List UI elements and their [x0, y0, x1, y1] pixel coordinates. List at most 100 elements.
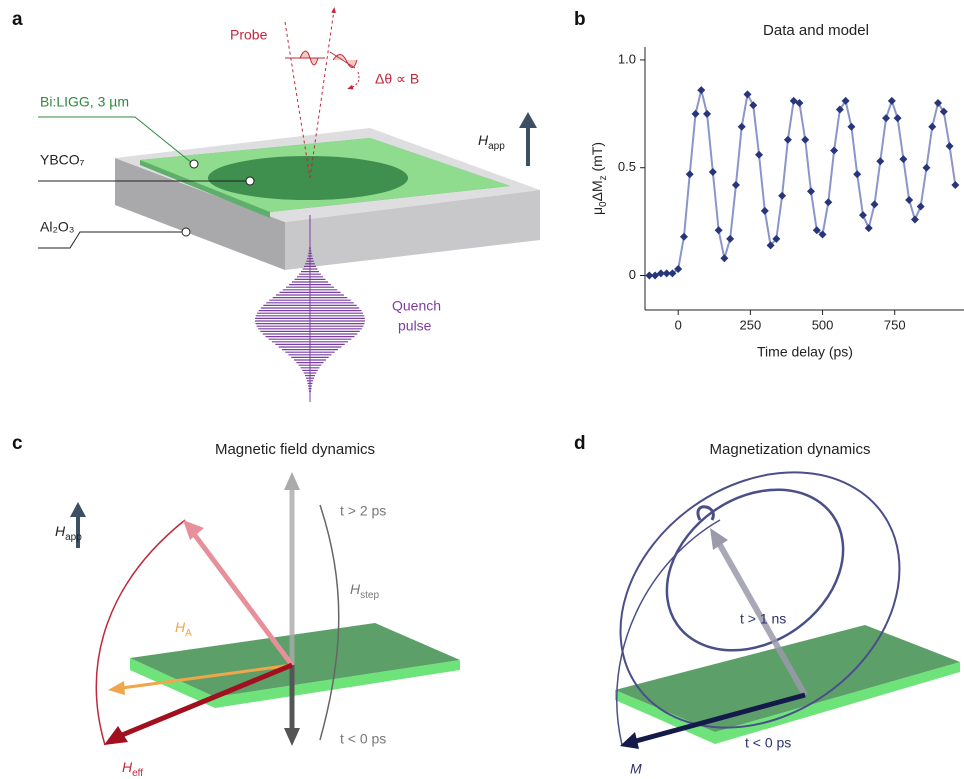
subscript: A	[185, 628, 192, 639]
data-point	[772, 234, 781, 243]
arrowhead	[183, 520, 204, 540]
data-point	[674, 265, 683, 274]
panel-label: c	[12, 433, 23, 454]
arrowhead	[620, 732, 639, 749]
x-tick-label: 0	[675, 317, 682, 332]
data-point	[818, 230, 827, 239]
data-point	[939, 107, 948, 116]
data-point	[783, 135, 792, 144]
probe-in	[284, 21, 311, 179]
panel-c: Magnetic field dynamics Happ t > 2 ps t …	[55, 441, 460, 779]
rotation-arrow	[347, 71, 360, 90]
data-point	[697, 86, 706, 95]
film	[130, 623, 460, 697]
leader-dot	[245, 176, 255, 186]
probe-out	[309, 7, 336, 179]
data-point	[720, 254, 729, 263]
superconductor-disc	[208, 156, 408, 200]
x-tick-label: 250	[740, 317, 762, 332]
subscript: app	[65, 532, 82, 543]
film	[615, 625, 960, 732]
symbol: H	[122, 759, 133, 775]
subscript: eff	[132, 768, 143, 779]
y-label-part: μ	[589, 207, 605, 215]
x-axis-label: Time delay (ps)	[757, 344, 853, 360]
y-tick-label: 1.0	[618, 51, 636, 66]
slab-side	[115, 158, 285, 270]
data-point	[835, 105, 844, 114]
data-point	[656, 269, 665, 278]
film-label: Bi:LIGG, 3 µm	[40, 94, 129, 110]
data-point	[910, 215, 919, 224]
data-point	[916, 202, 925, 211]
data-point	[749, 101, 758, 110]
y-label-part: (mT)	[589, 142, 605, 175]
model-line	[649, 89, 957, 277]
precession-trail	[616, 519, 721, 746]
late-magnetization-arrow	[717, 543, 808, 697]
data-point	[743, 90, 752, 99]
data-point	[778, 191, 787, 200]
panel-title: Magnetic field dynamics	[215, 441, 375, 458]
data-point	[726, 234, 735, 243]
data-point	[841, 96, 850, 105]
initial-magnetization-arrow	[635, 692, 806, 744]
data-point	[708, 168, 717, 177]
data-point	[928, 122, 937, 131]
data-point	[679, 232, 688, 241]
rotation-label: Δθ ∝ B	[375, 71, 419, 87]
slab-front	[285, 190, 540, 270]
anisotropy-arrow	[121, 663, 293, 690]
x-tick-label: 750	[884, 317, 906, 332]
data-point	[755, 150, 764, 159]
anisotropy-label: HA	[175, 619, 192, 639]
pulse-label: pulse	[398, 318, 432, 334]
probe-pulse-rotated	[329, 51, 358, 69]
data-point	[766, 241, 775, 250]
effective-field-arrow	[121, 662, 293, 738]
data-point	[934, 99, 943, 108]
subscript: app	[488, 141, 505, 152]
superconductor-label: YBCO₇	[40, 152, 85, 168]
y-tick-label: 0.5	[618, 159, 636, 174]
late-label: t > 1 ns	[740, 611, 786, 627]
data-point	[662, 269, 671, 278]
probe-pulse	[285, 50, 325, 66]
data-point	[864, 224, 873, 233]
data-point	[830, 146, 839, 155]
precession-orbit	[619, 471, 901, 729]
y-label-part: z	[598, 175, 609, 180]
data-point	[951, 180, 960, 189]
precession-spiral	[696, 505, 715, 521]
y-label-part: ΔM	[589, 180, 605, 201]
data-point	[685, 170, 694, 179]
data-point	[876, 157, 885, 166]
data-point	[795, 99, 804, 108]
data-point	[703, 109, 712, 118]
panel-d: Magnetization dynamics t > 1 ns t < 0 ps…	[615, 441, 960, 777]
effective-label: Heff	[122, 759, 143, 779]
data-point	[668, 269, 677, 278]
pulse-label: Quench	[392, 298, 441, 314]
probe-label: Probe	[230, 27, 268, 43]
x-tick-label: 500	[812, 317, 834, 332]
data-point	[731, 180, 740, 189]
chart-title: Data and model	[763, 22, 869, 39]
arrowhead	[284, 472, 300, 490]
arrowhead	[710, 528, 728, 550]
data-point	[760, 206, 769, 215]
panel-a: Probe Δθ ∝ B Bi:LIGG, 3 µm YBCO₇ Al₂O₃ H…	[38, 7, 540, 402]
data-point	[882, 114, 891, 123]
symbol: H	[350, 581, 361, 597]
y-tick-label: 0	[629, 267, 636, 282]
arrowhead	[104, 726, 128, 745]
data-point	[899, 155, 908, 164]
arrowhead	[284, 728, 300, 746]
magnetization-label: M	[630, 761, 642, 777]
data-point	[853, 170, 862, 179]
early-label: t < 0 ps	[745, 735, 791, 751]
step-arc	[319, 504, 340, 741]
data-point	[801, 135, 810, 144]
panel-label: d	[574, 433, 586, 454]
